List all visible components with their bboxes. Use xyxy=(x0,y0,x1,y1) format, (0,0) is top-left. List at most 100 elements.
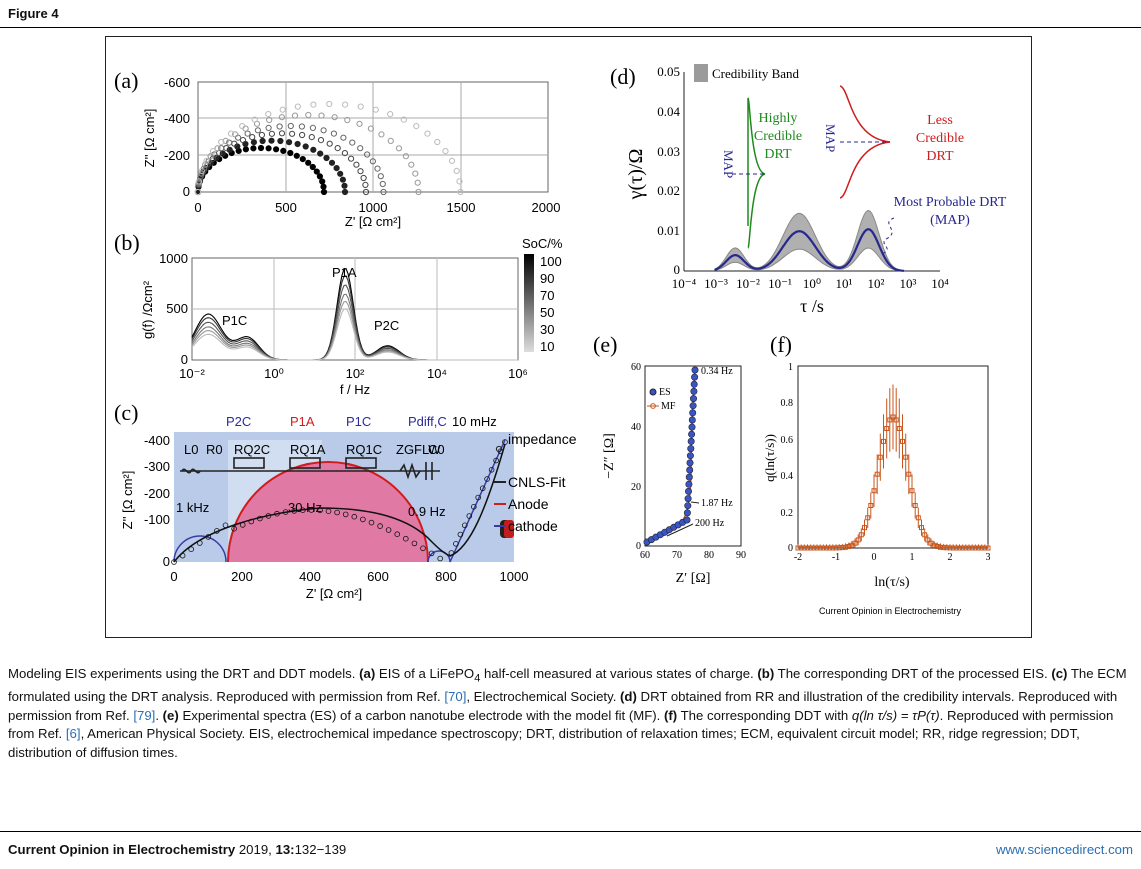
f-point xyxy=(881,438,886,444)
a-point xyxy=(258,131,265,139)
b-xtick: 10⁻² xyxy=(179,366,205,381)
f-point xyxy=(972,545,978,551)
a-point xyxy=(362,181,369,189)
a-point xyxy=(402,153,409,160)
panel-d-label: (d) xyxy=(610,64,636,89)
a-ytick: -600 xyxy=(164,75,190,90)
figure-caption: Modeling EIS experiments using the DRT a… xyxy=(8,665,1133,763)
b-peak-p1a: P1A xyxy=(332,265,357,280)
f-point xyxy=(877,454,883,460)
d-xtick: 10⁴ xyxy=(931,276,949,291)
c-point xyxy=(502,439,508,445)
e-xtick: 80 xyxy=(704,550,714,561)
f-ytick: 1 xyxy=(788,362,793,373)
a-point xyxy=(360,174,367,182)
a-point xyxy=(364,151,371,158)
caption-intro: Modeling EIS experiments using the DRT a… xyxy=(8,666,360,681)
e-xtick: 60 xyxy=(640,550,650,561)
caption-b-text: The corresponding DRT of the processed E… xyxy=(774,666,1052,681)
d-map-line xyxy=(714,228,905,272)
caption-a-sub: 4 xyxy=(474,672,481,685)
c-point xyxy=(257,515,263,522)
top-rule xyxy=(0,27,1141,28)
caption-ref-70[interactable]: [70] xyxy=(444,689,467,705)
a-point xyxy=(259,137,266,145)
a-point xyxy=(453,167,460,175)
a-point xyxy=(374,165,381,172)
c-ytick: -300 xyxy=(144,459,170,474)
c-point xyxy=(385,527,392,533)
f-point xyxy=(865,515,871,521)
d-xtick: 10¹ xyxy=(836,276,853,291)
b-legend-colorbar xyxy=(524,254,534,352)
c-circuit-rq1c: RQ1C xyxy=(346,442,382,457)
a-point xyxy=(214,145,221,152)
c-point xyxy=(368,519,375,526)
c-point xyxy=(197,540,203,546)
f-frame xyxy=(797,365,989,549)
a-point xyxy=(344,116,351,124)
footer-url[interactable]: www.sciencedirect.com xyxy=(995,842,1133,857)
e-ylabel: −Z″ [Ω] xyxy=(602,433,617,479)
caption-a-label: (a) xyxy=(359,666,376,681)
f-point xyxy=(808,545,814,551)
d-xtick: 10⁰ xyxy=(803,276,821,291)
e-legend-mf-marker xyxy=(650,403,656,409)
a-point xyxy=(395,145,403,152)
a-point xyxy=(257,144,265,152)
a-point xyxy=(195,178,203,185)
a-point xyxy=(320,188,328,196)
panel-b-grid xyxy=(192,258,518,360)
d-less-1: Less xyxy=(927,113,953,128)
c-point xyxy=(171,559,177,565)
e-point xyxy=(684,502,692,510)
a-point xyxy=(310,101,317,108)
f-point xyxy=(855,537,861,543)
c-point xyxy=(334,509,340,516)
c-point xyxy=(265,513,272,519)
a-point xyxy=(330,130,337,137)
c-point xyxy=(325,508,332,514)
f-point xyxy=(817,545,823,551)
c-point xyxy=(231,525,237,532)
c-point xyxy=(377,523,383,529)
f-point xyxy=(833,545,839,551)
a-xtick: 500 xyxy=(275,200,297,215)
caption-f-text: The corresponding DDT with xyxy=(677,707,852,723)
f-point xyxy=(871,488,877,494)
f-point xyxy=(925,537,931,543)
f-point xyxy=(915,515,921,521)
c-point xyxy=(248,518,255,525)
f-point xyxy=(887,417,893,423)
a-point xyxy=(357,103,364,110)
panel-b-label: (b) xyxy=(114,230,140,255)
caption-f-label: (f) xyxy=(664,707,678,723)
a-point xyxy=(319,178,326,185)
figure-label: Figure 4 xyxy=(8,6,59,21)
c-point xyxy=(300,507,306,513)
e-point xyxy=(686,459,694,467)
c-cell-icon-red xyxy=(504,520,514,538)
f-point xyxy=(884,426,890,431)
f-watermark: Current Opinion in Electrochemistry xyxy=(819,606,962,616)
a-point xyxy=(341,182,348,189)
d-ytick: 0.04 xyxy=(657,104,680,119)
f-point xyxy=(953,545,959,551)
caption-ref-79[interactable]: [79] xyxy=(133,707,156,723)
a-point xyxy=(250,145,257,152)
a-point xyxy=(341,188,349,196)
f-ytick: 0.8 xyxy=(781,398,794,409)
a-ytick: 0 xyxy=(183,184,190,199)
f-point xyxy=(950,545,956,551)
c-point xyxy=(317,507,323,514)
c-circuit xyxy=(180,457,440,480)
a-point xyxy=(310,146,317,153)
a-point xyxy=(331,114,338,121)
e-point xyxy=(688,416,696,424)
caption-ref-6[interactable]: [6] xyxy=(65,726,81,742)
c-point xyxy=(475,494,482,501)
c-point xyxy=(493,457,499,464)
d-map-label-right: MAP xyxy=(823,124,838,152)
caption-e-label: (e) xyxy=(162,707,179,723)
a-point xyxy=(207,153,214,160)
